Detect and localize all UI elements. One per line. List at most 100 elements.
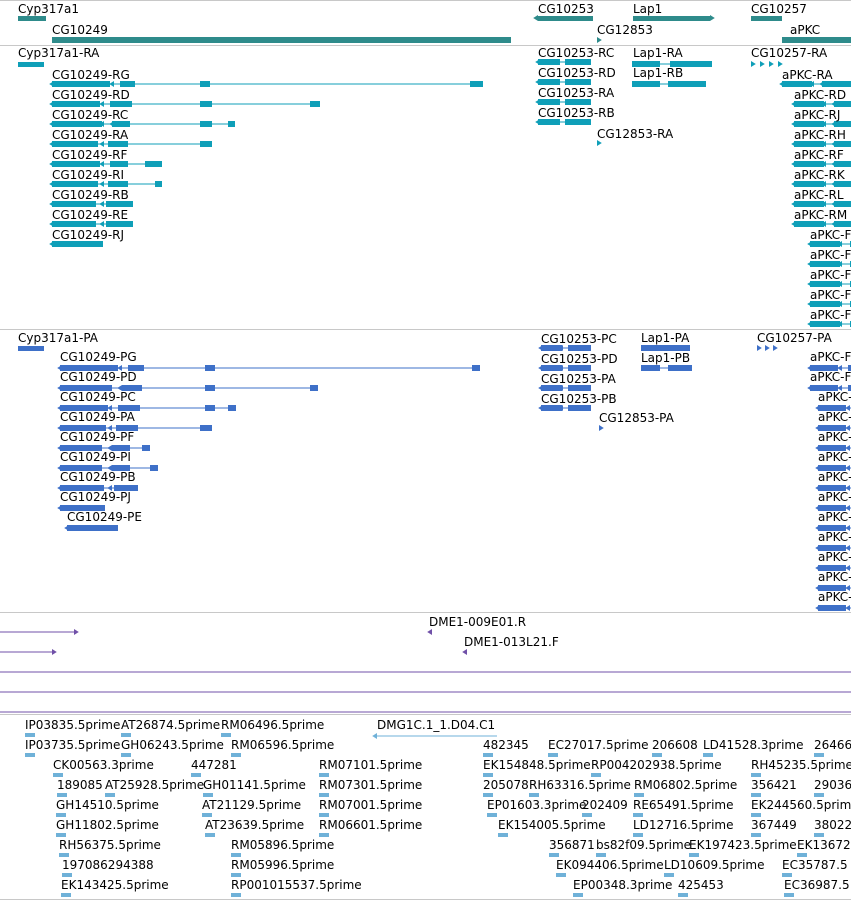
transcript-strand-arrow[interactable] bbox=[801, 161, 806, 167]
transcript-exon[interactable] bbox=[794, 201, 824, 207]
protein-label[interactable]: aPKC- bbox=[818, 410, 851, 424]
est-label[interactable]: LD12716.5prime bbox=[633, 818, 734, 832]
protein-label[interactable]: aPKC- bbox=[818, 390, 851, 404]
transcript-exon[interactable] bbox=[200, 141, 212, 147]
transcript-exon[interactable] bbox=[782, 81, 812, 87]
transcript-strand-arrow[interactable] bbox=[821, 161, 826, 167]
protein-exon[interactable] bbox=[472, 365, 480, 371]
transcript-strand-arrow[interactable] bbox=[791, 161, 796, 167]
transcript-strand-arrow[interactable] bbox=[811, 121, 816, 127]
transcript-strand-arrow[interactable] bbox=[841, 101, 846, 107]
transcript-exon[interactable] bbox=[52, 241, 103, 247]
protein-label[interactable]: aPKC- bbox=[818, 490, 851, 504]
est-glyph[interactable] bbox=[487, 813, 497, 817]
protein-strand-arrow[interactable] bbox=[835, 465, 840, 471]
protein-exon[interactable] bbox=[848, 385, 851, 391]
transcript-strand-arrow[interactable] bbox=[791, 121, 796, 127]
transcript-strand-arrow[interactable] bbox=[565, 99, 570, 105]
est-label[interactable]: AT26874.5prime bbox=[121, 718, 221, 732]
protein-strand-arrow[interactable] bbox=[107, 485, 112, 491]
transcript-strand-arrow[interactable] bbox=[545, 119, 550, 125]
protein-strand-arrow[interactable] bbox=[74, 525, 79, 531]
protein-strand-arrow[interactable] bbox=[773, 345, 778, 351]
protein-label[interactable]: CG12853-PA bbox=[599, 411, 674, 425]
est-label[interactable]: AT25928.5prime bbox=[105, 778, 205, 792]
protein-exon[interactable] bbox=[60, 405, 108, 411]
est-glyph[interactable] bbox=[529, 793, 539, 797]
transcript-strand-arrow[interactable] bbox=[545, 99, 550, 105]
protein-exon[interactable] bbox=[118, 405, 140, 411]
protein-strand-arrow[interactable] bbox=[538, 385, 543, 391]
protein-strand-arrow[interactable] bbox=[64, 525, 69, 531]
protein-strand-arrow[interactable] bbox=[67, 405, 72, 411]
protein-strand-arrow[interactable] bbox=[845, 485, 850, 491]
est-glyph[interactable] bbox=[56, 813, 66, 817]
est-glyph[interactable] bbox=[633, 813, 643, 817]
transcript-strand-arrow[interactable] bbox=[89, 241, 94, 247]
transcript-exon[interactable] bbox=[108, 141, 128, 147]
transcript-label[interactable]: aPKC-F bbox=[810, 228, 851, 242]
est-glyph[interactable] bbox=[814, 793, 824, 797]
est-label[interactable]: EK13672 bbox=[797, 838, 851, 852]
transcript-strand-arrow[interactable] bbox=[109, 101, 114, 107]
transcript-strand-arrow[interactable] bbox=[817, 301, 822, 307]
protein-exon[interactable] bbox=[641, 365, 660, 371]
protein-strand-arrow[interactable] bbox=[548, 345, 553, 351]
protein-strand-arrow[interactable] bbox=[77, 405, 82, 411]
transcript-strand-arrow[interactable] bbox=[99, 201, 104, 207]
protein-strand-arrow[interactable] bbox=[57, 385, 62, 391]
transcript-strand-arrow[interactable] bbox=[827, 241, 832, 247]
protein-strand-arrow[interactable] bbox=[825, 405, 830, 411]
transcript-strand-arrow[interactable] bbox=[99, 101, 104, 107]
transcript-label[interactable]: Lap1-RA bbox=[633, 46, 683, 60]
transcript-strand-arrow[interactable] bbox=[597, 140, 602, 146]
transcript-strand-arrow[interactable] bbox=[779, 81, 784, 87]
protein-strand-arrow[interactable] bbox=[815, 585, 820, 591]
transcript-strand-arrow[interactable] bbox=[807, 281, 812, 287]
protein-strand-arrow[interactable] bbox=[57, 425, 62, 431]
protein-strand-arrow[interactable] bbox=[825, 465, 830, 471]
transcript-strand-arrow[interactable] bbox=[79, 81, 84, 87]
transcript-strand-arrow[interactable] bbox=[811, 101, 816, 107]
protein-strand-arrow[interactable] bbox=[558, 365, 563, 371]
clone-end-arrow[interactable] bbox=[74, 629, 79, 635]
protein-label[interactable]: CG10249-PD bbox=[60, 370, 137, 384]
transcript-strand-arrow[interactable] bbox=[791, 181, 796, 187]
transcript-exon[interactable] bbox=[200, 81, 210, 87]
transcript-strand-arrow[interactable] bbox=[69, 121, 74, 127]
protein-strand-arrow[interactable] bbox=[815, 565, 820, 571]
protein-strand-arrow[interactable] bbox=[548, 385, 553, 391]
transcript-strand-arrow[interactable] bbox=[59, 161, 64, 167]
protein-label[interactable]: Lap1-PA bbox=[641, 331, 690, 345]
transcript-strand-arrow[interactable] bbox=[575, 119, 580, 125]
protein-label[interactable]: aPKC- bbox=[818, 450, 851, 464]
protein-strand-arrow[interactable] bbox=[845, 545, 850, 551]
protein-strand-arrow[interactable] bbox=[87, 505, 92, 511]
protein-exon[interactable] bbox=[114, 485, 138, 491]
transcript-exon[interactable] bbox=[228, 121, 235, 127]
transcript-strand-arrow[interactable] bbox=[575, 59, 580, 65]
transcript-strand-arrow[interactable] bbox=[49, 101, 54, 107]
protein-label[interactable]: aPKC-F bbox=[810, 370, 851, 384]
protein-strand-arrow[interactable] bbox=[835, 485, 840, 491]
protein-strand-arrow[interactable] bbox=[845, 505, 850, 511]
est-label[interactable]: bs82f09.5prime bbox=[596, 838, 692, 852]
protein-strand-arrow[interactable] bbox=[67, 385, 72, 391]
protein-strand-arrow[interactable] bbox=[57, 485, 62, 491]
protein-exon[interactable] bbox=[205, 405, 215, 411]
protein-exon[interactable] bbox=[150, 465, 158, 471]
transcript-strand-arrow[interactable] bbox=[841, 181, 846, 187]
gene-label[interactable]: CG10249 bbox=[52, 23, 108, 37]
protein-strand-arrow[interactable] bbox=[57, 405, 62, 411]
protein-strand-arrow[interactable] bbox=[117, 425, 122, 431]
est-glyph[interactable] bbox=[678, 893, 688, 897]
transcript-label[interactable]: CG10253-RA bbox=[538, 86, 615, 100]
gene-label[interactable]: Cyp317a1 bbox=[18, 2, 79, 16]
gene-strand-arrow[interactable] bbox=[533, 15, 538, 21]
protein-label[interactable]: CG10249-PA bbox=[60, 410, 135, 424]
transcript-glyph[interactable] bbox=[18, 62, 44, 67]
transcript-strand-arrow[interactable] bbox=[789, 81, 794, 87]
transcript-strand-arrow[interactable] bbox=[69, 101, 74, 107]
transcript-strand-arrow[interactable] bbox=[807, 241, 812, 247]
protein-strand-arrow[interactable] bbox=[835, 405, 840, 411]
